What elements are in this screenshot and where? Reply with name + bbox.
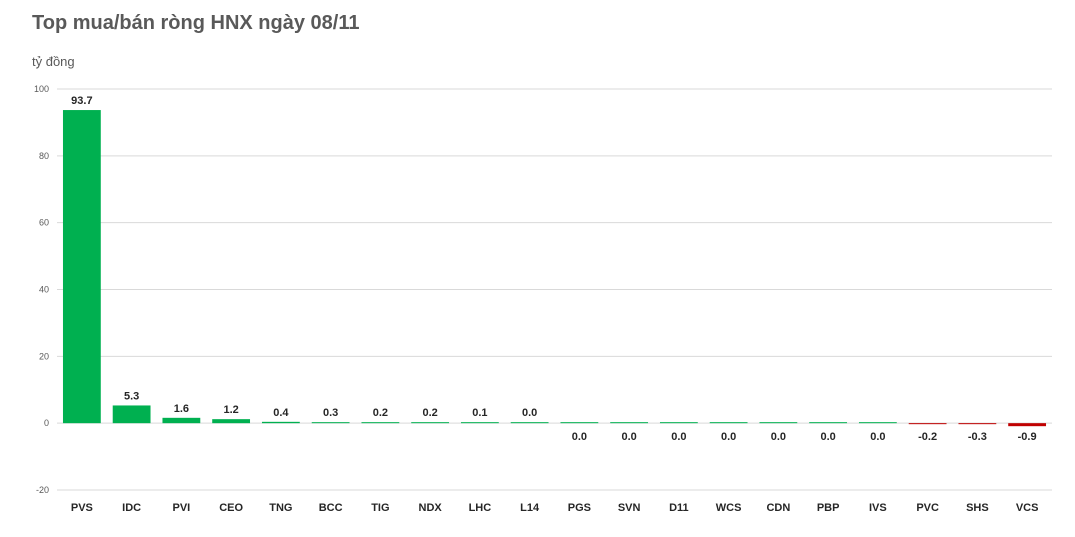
data-label-pvs: 93.7 bbox=[71, 95, 92, 107]
data-label-wcs: 0.0 bbox=[721, 431, 736, 443]
y-tick-label: 60 bbox=[39, 218, 49, 228]
bars bbox=[62, 110, 1047, 427]
data-label-vcs: -0.9 bbox=[1018, 431, 1037, 443]
bar-pbp bbox=[809, 422, 848, 424]
bar-wcs bbox=[709, 422, 748, 424]
data-label-d11: 0.0 bbox=[671, 431, 686, 443]
data-label-idc: 5.3 bbox=[124, 390, 139, 402]
bar-lhc bbox=[460, 422, 499, 424]
category-label-ivs: IVS bbox=[869, 502, 887, 514]
category-label-lhc: LHC bbox=[469, 502, 492, 514]
y-tick-label: 100 bbox=[34, 84, 49, 94]
category-label-ceo: CEO bbox=[219, 502, 243, 514]
y-tick-label: 80 bbox=[39, 151, 49, 161]
category-label-d11: D11 bbox=[669, 502, 689, 514]
data-labels: 93.7 5.3 1.6 1.2 0.4 0.3 0.2 0.2 0.1 0.0 0.0 0.0 0.0… bbox=[71, 95, 1036, 443]
bar-ndx bbox=[411, 422, 450, 424]
data-label-tig: 0.2 bbox=[373, 407, 388, 419]
y-tick-label: -20 bbox=[36, 485, 49, 495]
data-label-shs: -0.3 bbox=[968, 431, 987, 443]
category-label-shs: SHS bbox=[966, 502, 989, 514]
data-label-svn: 0.0 bbox=[621, 431, 636, 443]
y-axis-unit: tỷ đồng bbox=[32, 54, 75, 69]
bar-tng bbox=[261, 421, 300, 424]
category-labels: PVS IDC PVI CEO TNG BCC TIG NDX LHC L14 PGS SVN D11 W… bbox=[71, 502, 1039, 514]
y-tick-label: 0 bbox=[44, 418, 49, 428]
category-label-bcc: BCC bbox=[319, 502, 343, 514]
bar-pgs bbox=[560, 422, 599, 424]
bar-l14 bbox=[510, 422, 549, 424]
data-label-pbp: 0.0 bbox=[820, 431, 835, 443]
category-label-tig: TIG bbox=[371, 502, 389, 514]
y-tick-label: 20 bbox=[39, 351, 49, 361]
bar-bcc bbox=[311, 422, 350, 424]
gridlines: -20 0 20 40 60 80 100 bbox=[34, 84, 1052, 495]
category-label-wcs: WCS bbox=[716, 502, 742, 514]
data-label-ceo: 1.2 bbox=[223, 404, 238, 416]
category-label-pgs: PGS bbox=[568, 502, 591, 514]
bar-svn bbox=[610, 422, 649, 424]
chart-title: Top mua/bán ròng HNX ngày 08/11 bbox=[32, 12, 360, 34]
bar-idc bbox=[112, 405, 151, 424]
data-label-tng: 0.4 bbox=[273, 407, 289, 419]
category-label-idc: IDC bbox=[122, 502, 141, 514]
bar-tig bbox=[361, 422, 400, 424]
category-label-ndx: NDX bbox=[419, 502, 443, 514]
data-label-pvc: -0.2 bbox=[918, 431, 937, 443]
bar-cdn bbox=[759, 422, 798, 424]
data-label-pgs: 0.0 bbox=[572, 431, 587, 443]
category-label-tng: TNG bbox=[269, 502, 292, 514]
bar-pvi bbox=[162, 417, 201, 424]
data-label-cdn: 0.0 bbox=[771, 431, 786, 443]
data-label-l14: 0.0 bbox=[522, 407, 537, 419]
bar-ivs bbox=[858, 422, 897, 424]
category-label-vcs: VCS bbox=[1016, 502, 1039, 514]
category-label-l14: L14 bbox=[520, 502, 540, 514]
data-label-bcc: 0.3 bbox=[323, 407, 338, 419]
bar-d11 bbox=[659, 422, 698, 424]
bar-shs bbox=[958, 423, 997, 425]
data-label-lhc: 0.1 bbox=[472, 407, 487, 419]
bar-pvc bbox=[908, 423, 947, 425]
data-label-ivs: 0.0 bbox=[870, 431, 885, 443]
data-label-ndx: 0.2 bbox=[422, 407, 437, 419]
bar-vcs bbox=[1008, 423, 1047, 427]
category-label-pbp: PBP bbox=[817, 502, 840, 514]
category-label-pvi: PVI bbox=[173, 502, 191, 514]
bar-ceo bbox=[212, 419, 251, 424]
data-label-pvi: 1.6 bbox=[174, 403, 189, 415]
category-label-svn: SVN bbox=[618, 502, 641, 514]
category-label-pvs: PVS bbox=[71, 502, 93, 514]
category-label-pvc: PVC bbox=[916, 502, 939, 514]
y-tick-label: 40 bbox=[39, 285, 49, 295]
category-label-cdn: CDN bbox=[766, 502, 790, 514]
bar-pvs bbox=[62, 110, 101, 424]
